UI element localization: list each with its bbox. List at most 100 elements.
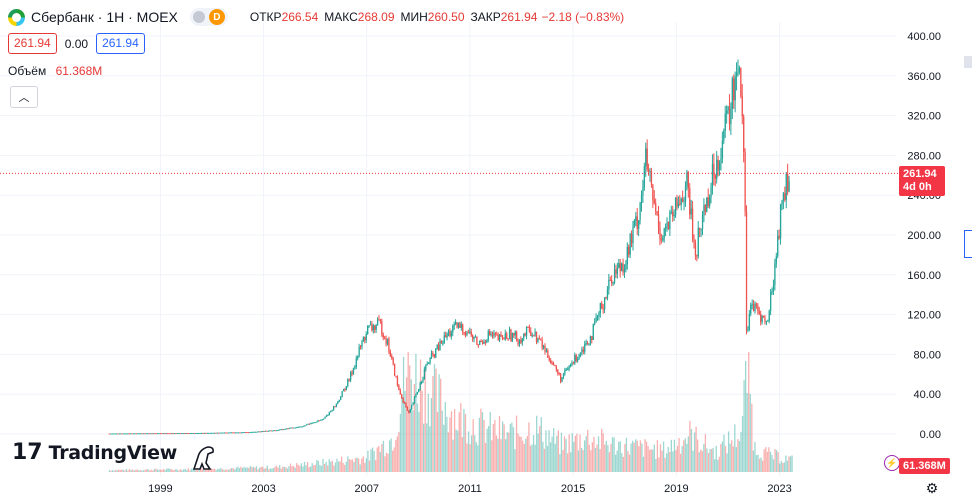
lightning-icon[interactable]: ⚡ bbox=[884, 455, 900, 471]
volume-bar bbox=[246, 467, 248, 472]
volume-bar bbox=[410, 379, 412, 472]
volume-bar bbox=[327, 465, 329, 472]
volume-bar bbox=[478, 417, 481, 472]
volume-bar bbox=[203, 469, 205, 472]
close-label: ЗАКР bbox=[470, 10, 501, 24]
candle-body bbox=[764, 317, 766, 322]
volume-bar bbox=[296, 463, 298, 472]
candle-body bbox=[158, 433, 160, 435]
candle-body bbox=[718, 163, 721, 171]
candle-body bbox=[267, 430, 269, 432]
candle-body bbox=[203, 432, 206, 434]
volume-bar bbox=[368, 460, 371, 472]
candle-body bbox=[628, 246, 630, 255]
collapse-legend-button[interactable]: ︿ bbox=[10, 86, 38, 108]
candle-body bbox=[372, 325, 374, 331]
volume-bar bbox=[173, 470, 176, 472]
candle-body bbox=[477, 344, 479, 346]
candle-body bbox=[262, 430, 264, 432]
volume-bar bbox=[789, 456, 792, 472]
candle-body bbox=[323, 418, 325, 420]
market-status[interactable]: D bbox=[189, 8, 228, 26]
volume-bar bbox=[472, 419, 474, 472]
candle-body bbox=[242, 432, 244, 434]
candle-body bbox=[247, 432, 250, 434]
symbol-title[interactable]: Сбербанк · 1Н · MOEX bbox=[31, 9, 178, 25]
candle-body bbox=[613, 269, 616, 283]
candle-body bbox=[254, 431, 257, 433]
volume-bar bbox=[692, 450, 694, 472]
dino-icon[interactable] bbox=[190, 443, 216, 471]
volume-bar bbox=[774, 449, 776, 472]
candle-body bbox=[154, 433, 156, 435]
volume-bar bbox=[351, 459, 354, 472]
candle-body bbox=[735, 72, 738, 77]
volume-bar bbox=[390, 438, 392, 472]
candle-body bbox=[152, 433, 155, 435]
volume-bar bbox=[642, 456, 645, 472]
volume-bar bbox=[652, 449, 654, 472]
volume-bar bbox=[167, 468, 169, 472]
tradingview-logo[interactable]: 17 TradingView bbox=[12, 440, 177, 465]
volume-bar bbox=[503, 424, 505, 472]
sber-logo-icon[interactable] bbox=[8, 8, 25, 26]
candle-body bbox=[344, 389, 346, 391]
candle-body bbox=[413, 397, 416, 404]
volume-bar bbox=[125, 469, 128, 472]
volume-bar bbox=[227, 469, 230, 472]
scale-handle[interactable] bbox=[964, 230, 972, 258]
volume-bar bbox=[145, 469, 148, 472]
volume-bar bbox=[545, 430, 547, 472]
candle-body bbox=[325, 415, 328, 418]
candle-body bbox=[227, 432, 230, 434]
candle-body bbox=[283, 429, 285, 431]
volume-bar bbox=[244, 467, 247, 472]
volume-bar bbox=[114, 469, 117, 472]
candle-body bbox=[297, 426, 299, 428]
x-tick-label: 2003 bbox=[251, 483, 275, 495]
volume-bar bbox=[164, 469, 166, 472]
volume-bar bbox=[347, 456, 349, 472]
candle-body bbox=[550, 360, 552, 364]
candle-body bbox=[693, 238, 695, 244]
candle-body bbox=[767, 320, 769, 322]
volume-bar bbox=[419, 359, 422, 472]
candle-body bbox=[632, 226, 634, 244]
volume-bar bbox=[571, 433, 573, 472]
volume-bar bbox=[604, 444, 606, 472]
volume-bar bbox=[641, 443, 643, 472]
volume-bar bbox=[285, 467, 287, 472]
candle-body bbox=[724, 113, 726, 131]
candle-body bbox=[189, 433, 191, 435]
volume-bar bbox=[336, 458, 338, 472]
scale-handle-top[interactable] bbox=[964, 56, 972, 68]
volume-bar bbox=[378, 445, 380, 472]
buy-price-button[interactable]: 261.94 bbox=[96, 33, 145, 54]
candle-body bbox=[489, 331, 491, 336]
candle-body bbox=[311, 422, 313, 424]
candle-body bbox=[318, 420, 321, 422]
candle-body bbox=[788, 181, 790, 192]
volume-bar bbox=[212, 469, 214, 472]
candle-body bbox=[731, 78, 734, 109]
volume-bar bbox=[348, 459, 350, 472]
candle-body bbox=[308, 423, 311, 425]
candle-body bbox=[516, 331, 518, 341]
candle-body bbox=[674, 197, 677, 216]
candle-body bbox=[392, 358, 394, 364]
candle-body bbox=[226, 432, 228, 434]
volume-bar bbox=[585, 436, 587, 472]
candle-body bbox=[630, 233, 633, 244]
candle-body bbox=[260, 431, 262, 433]
sell-price-button[interactable]: 261.94 bbox=[8, 33, 57, 54]
candle-body bbox=[467, 332, 470, 334]
volume-bar bbox=[131, 469, 134, 472]
y-tick-label: 40.00 bbox=[913, 389, 941, 401]
candle-body bbox=[259, 431, 261, 433]
candle-body bbox=[481, 341, 484, 344]
gear-icon[interactable]: ⚙ bbox=[925, 479, 939, 496]
volume-bar bbox=[291, 466, 293, 472]
candle-body bbox=[697, 227, 699, 257]
volume-bar bbox=[529, 445, 532, 472]
